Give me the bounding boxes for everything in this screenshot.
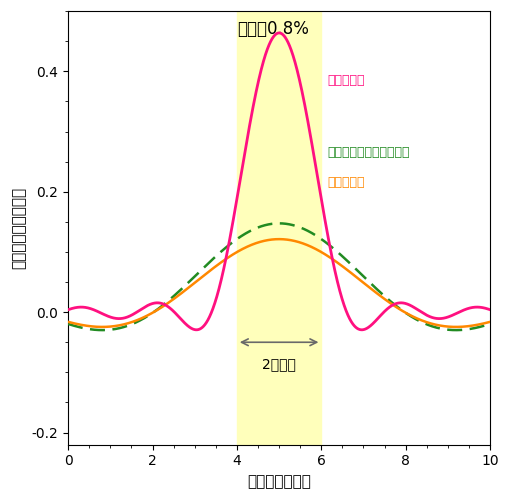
X-axis label: 時間（ナノ秒）: 時間（ナノ秒） [247, 474, 310, 489]
Y-axis label: 電圧（キロボルト）: 電圧（キロボルト） [11, 187, 26, 269]
Text: 平坦度0.8%: 平坦度0.8% [236, 20, 308, 38]
Text: 負極パルス（符号反転）: 負極パルス（符号反転） [327, 146, 409, 159]
Text: 正極パルス: 正極パルス [327, 176, 364, 189]
Bar [237, 11, 321, 444]
Text: 2ナノ秒: 2ナノ秒 [262, 358, 295, 372]
Text: 合成パルス: 合成パルス [327, 74, 364, 87]
